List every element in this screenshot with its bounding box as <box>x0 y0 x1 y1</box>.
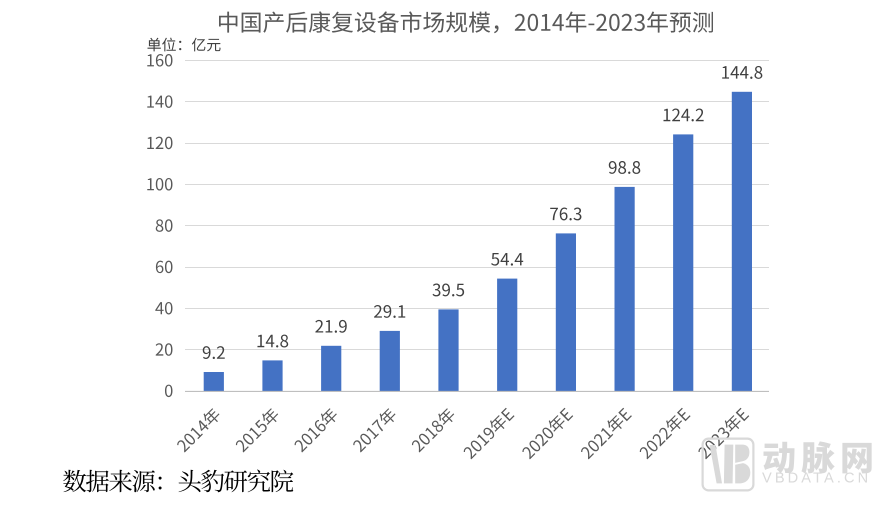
svg-text:VBDATA.CN: VBDATA.CN <box>762 471 871 487</box>
